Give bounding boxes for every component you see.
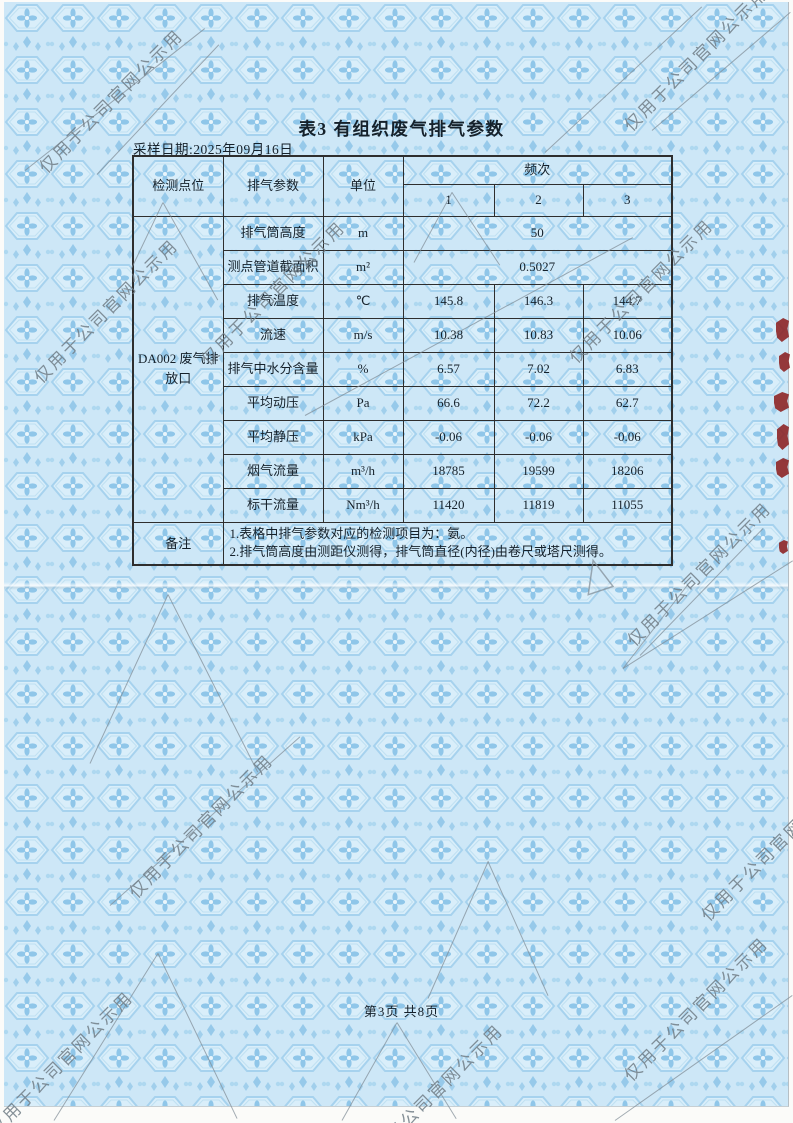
unit-cell: m³/h [322, 453, 404, 489]
red-edge-mark [774, 392, 789, 412]
value-cell: 18785 [402, 453, 495, 489]
page-number: 第3页 共8页 [363, 1004, 440, 1019]
table-row: DA002 废气排放口 排气筒高度 m 50 [132, 215, 673, 523]
remark-line-1: 1.表格中排气参数对应的检测项目为：氨。 [229, 525, 474, 541]
red-edge-mark [779, 352, 790, 372]
header-frequency: 频次 [402, 155, 673, 185]
header-run-row: 1 2 3 [133, 183, 673, 217]
red-edge-mark [779, 540, 788, 554]
header-parameter: 排气参数 [222, 155, 324, 217]
remark-row: 备注 1.表格中排气参数对应的检测项目为：氨。 2.排气筒高度由测距仪测得，排气… [132, 521, 673, 566]
value-cell: -0.06 [493, 419, 584, 455]
remark-content-cell: 1.表格中排气参数对应的检测项目为：氨。 2.排气筒高度由测距仪测得，排气筒直径… [222, 521, 673, 566]
parameter-cell: 流速 [222, 317, 324, 353]
value-cell: 72.2 [493, 385, 584, 421]
remark-line-2: 2.排气筒高度由测距仪测得，排气筒直径(内径)由卷尺或塔尺测得。 [229, 544, 612, 560]
unit-cell: kPa [322, 419, 404, 455]
fold-crease [4, 582, 788, 590]
parameter-cell: 平均静压 [222, 419, 324, 455]
value-cell: 18206 [582, 453, 673, 489]
value-cell: -0.06 [402, 419, 495, 455]
table-row: 平均动压 Pa 66.6 72.2 62.7 [133, 385, 673, 421]
value-cell: 10.06 [582, 317, 673, 353]
value-cell: 11819 [493, 487, 584, 523]
table-row: 排气温度 ℃ 145.8 146.3 144.7 [133, 283, 673, 319]
parameter-cell: 排气中水分含量 [222, 351, 324, 387]
value-cell: 0.5027 [402, 249, 673, 285]
table-title: 表3 有组织废气排气参数 [298, 119, 505, 139]
table-row: 平均静压 kPa -0.06 -0.06 -0.06 [133, 419, 673, 455]
header-monitoring-point: 检测点位 [132, 155, 224, 217]
value-cell: 66.6 [402, 385, 495, 421]
value-cell: 11055 [582, 487, 673, 523]
value-cell: 11420 [402, 487, 495, 523]
unit-cell: Nm³/h [322, 487, 404, 523]
header-row: 检测点位 排气参数 单位 频次 [132, 155, 673, 217]
header-run-1: 1 [402, 183, 495, 217]
value-cell: 145.8 [402, 283, 495, 319]
value-cell: 62.7 [582, 385, 673, 421]
unit-cell: m [322, 215, 404, 251]
unit-cell: m² [322, 249, 404, 285]
remark-label-cell: 备注 [132, 521, 224, 566]
red-edge-mark [777, 424, 789, 450]
table-row: 标干流量 Nm³/h 11420 11819 11055 [133, 487, 673, 523]
red-edge-mark [776, 458, 789, 478]
paper-edge [4, 2, 789, 1107]
unit-cell: ℃ [322, 283, 404, 319]
value-cell: 6.83 [582, 351, 673, 387]
value-cell: 10.38 [402, 317, 495, 353]
sampling-date: 采样日期:2025年09月16日 [133, 142, 294, 157]
header-run-3: 3 [582, 183, 673, 217]
emission-parameters-table: 检测点位 排气参数 单位 频次 1 2 3 DA002 废气排放口 排气筒高度 m 5… [132, 155, 674, 567]
parameter-cell: 测点管道截面积 [222, 249, 324, 285]
table-body: DA002 废气排放口 排气筒高度 m 50 测点管道截面积 m² 0.5027 排气温度 ℃ 1… [132, 215, 673, 523]
header-unit: 单位 [322, 155, 404, 217]
value-cell: 19599 [493, 453, 584, 489]
parameter-cell: 排气筒高度 [222, 215, 324, 251]
table-row: 测点管道截面积 m² 0.5027 [133, 249, 673, 285]
watermark-triangle [587, 558, 614, 596]
parameter-cell: 烟气流量 [222, 453, 324, 489]
value-cell: 50 [402, 215, 673, 251]
value-cell: 6.57 [402, 351, 495, 387]
value-cell: 7.02 [493, 351, 584, 387]
unit-cell: Pa [322, 385, 404, 421]
red-edge-mark [776, 318, 789, 342]
unit-cell: % [322, 351, 404, 387]
parameter-cell: 平均动压 [222, 385, 324, 421]
value-cell: -0.06 [582, 419, 673, 455]
unit-cell: m/s [322, 317, 404, 353]
monitoring-point-cell: DA002 废气排放口 [132, 215, 224, 523]
value-cell: 146.3 [493, 283, 584, 319]
parameter-cell: 标干流量 [222, 487, 324, 523]
parameter-cell: 排气温度 [222, 283, 324, 319]
value-cell: 144.7 [582, 283, 673, 319]
header-run-2: 2 [493, 183, 584, 217]
